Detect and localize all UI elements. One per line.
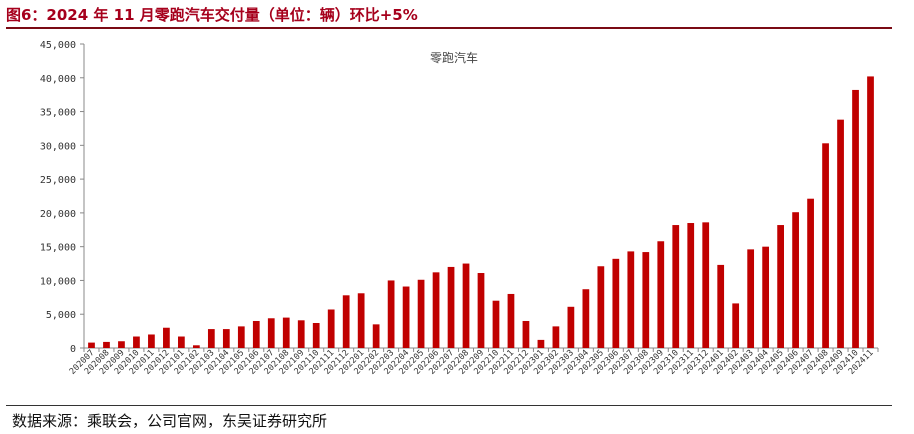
bar	[148, 334, 155, 348]
bar	[762, 246, 770, 348]
bar	[597, 266, 605, 348]
chart-title: 零跑汽车	[430, 50, 478, 65]
bar	[178, 336, 185, 348]
bar	[852, 89, 859, 348]
y-tick-label: 10,000	[40, 276, 76, 287]
page-title: 图6：2024 年 11 月零跑汽车交付量（单位：辆）环比+5%	[6, 6, 418, 24]
bar-chart: 0 5,000 10,000 15,000 20,000 25,000 30,000 35,0…	[40, 40, 879, 377]
bar	[372, 324, 380, 348]
bar	[612, 258, 620, 348]
bar	[163, 327, 170, 348]
bar	[582, 289, 590, 348]
bar	[567, 306, 575, 348]
bar	[357, 293, 365, 348]
footer-divider	[6, 405, 892, 406]
bar	[192, 345, 200, 348]
title-divider	[6, 27, 892, 29]
bar	[88, 342, 95, 348]
bar	[747, 249, 755, 348]
bar	[867, 76, 874, 348]
bar	[507, 293, 515, 348]
bar	[282, 317, 290, 348]
y-tick-label: 5,000	[46, 310, 76, 321]
bar	[402, 286, 410, 348]
bar	[267, 318, 275, 348]
bar	[552, 326, 560, 348]
bar	[447, 266, 455, 348]
y-tick-label: 25,000	[40, 175, 76, 186]
bar	[777, 225, 784, 348]
bar	[252, 320, 260, 348]
bar	[657, 241, 665, 348]
bar	[103, 341, 110, 348]
bar	[702, 222, 710, 348]
bar	[522, 320, 530, 348]
bar	[492, 300, 500, 348]
bar	[477, 273, 485, 348]
x-axis: 2020072020082020092020102020112020122021…	[68, 347, 879, 377]
bar	[207, 329, 215, 348]
bar	[417, 279, 425, 348]
y-tick-label: 20,000	[40, 209, 76, 220]
bar	[732, 303, 740, 348]
bar	[133, 336, 140, 348]
bar	[687, 223, 695, 348]
bar	[837, 119, 844, 348]
bar	[222, 329, 230, 348]
bar	[237, 326, 245, 348]
y-tick-label: 0	[70, 344, 76, 355]
bar	[118, 341, 125, 348]
bar	[312, 323, 320, 348]
bar	[627, 251, 635, 348]
bar	[342, 295, 350, 348]
bar	[792, 212, 799, 348]
source-note: 数据来源：乘联会，公司官网，东吴证券研究所	[12, 412, 328, 430]
y-tick-label: 40,000	[40, 74, 76, 85]
bar	[672, 225, 680, 348]
y-tick-label: 45,000	[40, 40, 76, 51]
bar	[297, 320, 305, 348]
bar	[717, 264, 725, 348]
y-tick-label: 15,000	[40, 243, 76, 254]
bar	[822, 143, 829, 348]
bar	[642, 252, 650, 348]
bar	[432, 272, 440, 348]
y-tick-label: 30,000	[40, 141, 76, 152]
bar	[807, 198, 814, 348]
y-tick-label: 35,000	[40, 108, 76, 119]
y-axis: 0 5,000 10,000 15,000 20,000 25,000 30,000 35,0…	[40, 40, 85, 355]
bar	[387, 280, 395, 348]
bar	[327, 309, 335, 348]
bar	[462, 263, 470, 348]
bar	[537, 339, 545, 348]
bar-series	[88, 76, 874, 348]
